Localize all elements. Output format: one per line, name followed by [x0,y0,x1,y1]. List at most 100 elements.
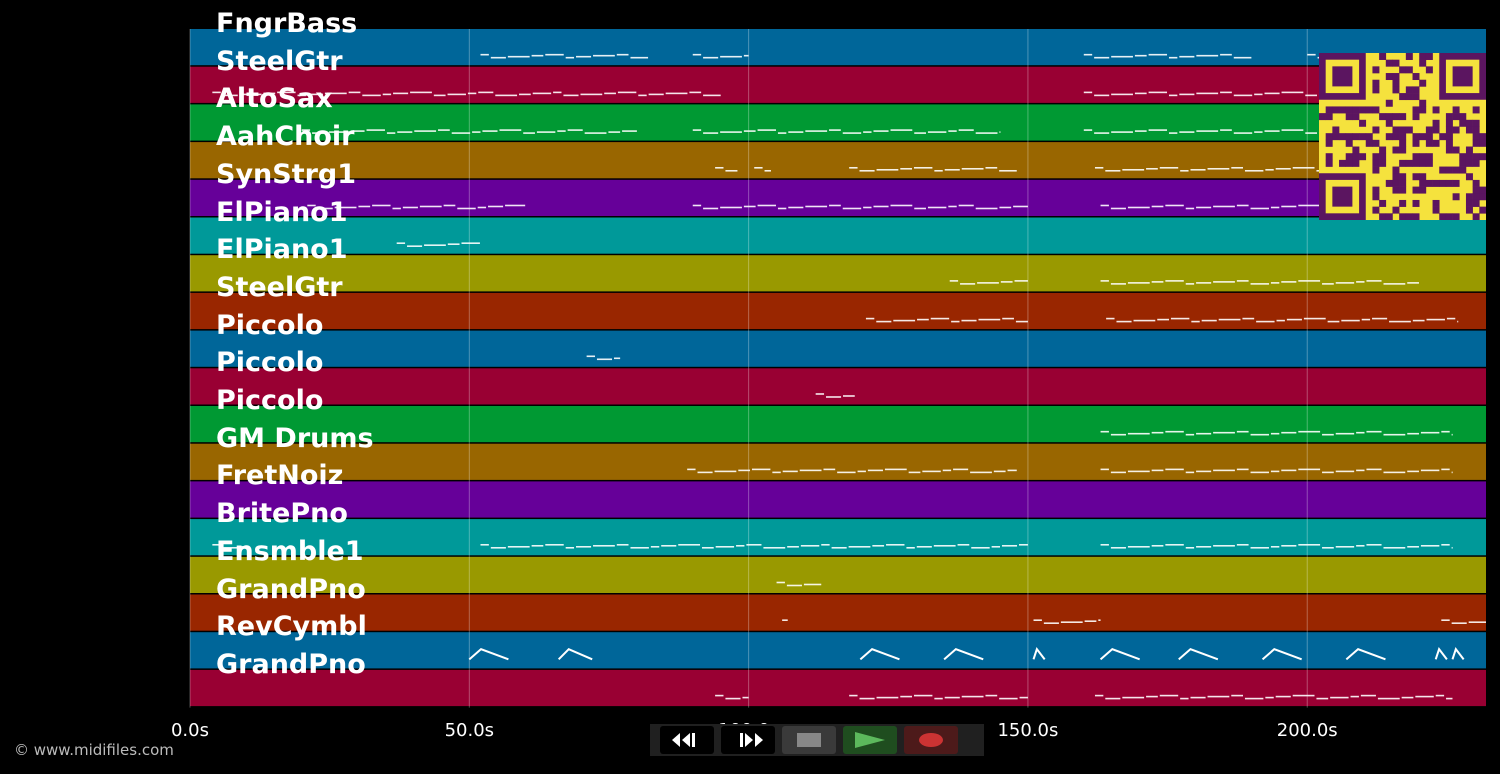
note-mark [859,697,875,700]
note-mark [743,54,749,57]
track-label: SteelGtr [216,45,343,77]
note-mark [1220,53,1232,56]
note-mark [1250,433,1269,436]
note-mark [1281,544,1297,547]
note-mark [1264,130,1280,132]
note-mark [424,244,446,246]
note-mark [557,130,566,132]
note-mark [890,129,913,131]
note-mark [1111,131,1133,133]
note-mark [1356,431,1365,434]
note-mark [1043,622,1059,624]
note-mark [1250,207,1269,210]
note-mark [776,581,785,584]
note-mark [738,469,751,472]
note-mark [1106,317,1115,320]
note-mark [1298,430,1321,433]
note-mark [1134,92,1147,95]
note-mark [1148,91,1168,94]
note-mark [1270,545,1280,548]
note-mark [788,206,804,209]
note-mark [1213,281,1235,283]
note-mark [999,131,1001,133]
note-mark [1000,281,1013,283]
note-mark [613,357,621,360]
note-mark [1233,56,1252,59]
axis-tick-label: 0.0s [171,720,209,741]
note-mark [1254,93,1263,96]
note-mark [1341,319,1360,322]
note-mark [419,205,442,208]
note-mark [757,129,776,131]
note-mark [324,92,347,95]
note-mark [1446,697,1453,700]
note-mark [1159,694,1179,697]
track-band [190,142,1486,179]
note-mark [703,207,719,210]
note-mark [922,470,941,473]
note-mark [1185,546,1195,549]
note-mark [519,93,531,96]
note-mark [536,131,556,133]
note-mark [1236,280,1249,282]
note-mark [1345,648,1386,661]
note-mark [1335,432,1355,435]
note-mark [927,206,947,209]
note-mark [1244,169,1264,172]
note-mark [934,169,943,172]
note-mark [821,543,830,546]
rewind-button[interactable] [660,726,714,754]
note-mark [692,129,702,131]
note-mark [1335,545,1355,548]
stop-button[interactable] [782,726,836,754]
note-mark [1330,696,1349,699]
note-mark [913,694,933,697]
note-mark [1270,470,1280,473]
note-mark [782,470,798,473]
note-mark [1110,546,1126,549]
note-mark [1100,430,1109,433]
note-mark [1013,205,1028,208]
note-mark [593,54,615,57]
note-mark [1179,131,1195,133]
note-mark [1366,543,1382,546]
note-mark [999,697,1018,700]
track-band [190,368,1486,405]
note-mark [715,166,724,169]
note-mark [523,132,535,134]
note-mark [1265,168,1274,171]
note-mark [1157,318,1169,321]
note-mark [531,544,544,547]
note-mark [942,469,952,472]
note-mark [553,91,562,94]
note-mark [1236,468,1249,471]
play-button[interactable] [843,726,897,754]
note-mark [1207,167,1230,170]
note-mark [873,205,889,208]
note-mark [1060,621,1083,623]
note-mark [1180,697,1189,700]
note-mark [908,471,921,474]
note-mark [1146,695,1158,698]
track-label: Piccolo [216,309,324,341]
note-mark [1270,432,1280,435]
note-mark [1165,543,1184,546]
note-mark [1196,282,1212,284]
note-mark [689,91,702,94]
fast-forward-button[interactable] [721,726,775,754]
note-mark [916,545,932,548]
note-mark [843,395,855,397]
note-mark [1111,93,1133,96]
note-mark [948,130,957,132]
note-mark [1322,471,1334,474]
note-mark [960,283,976,285]
note-mark [567,129,583,131]
note-mark [1377,697,1400,700]
note-mark [392,207,401,210]
note-mark [1281,129,1304,131]
note-mark [1134,54,1147,57]
note-mark [949,280,959,282]
note-mark [557,647,593,661]
record-button[interactable] [904,726,958,754]
track-band [190,443,1486,480]
